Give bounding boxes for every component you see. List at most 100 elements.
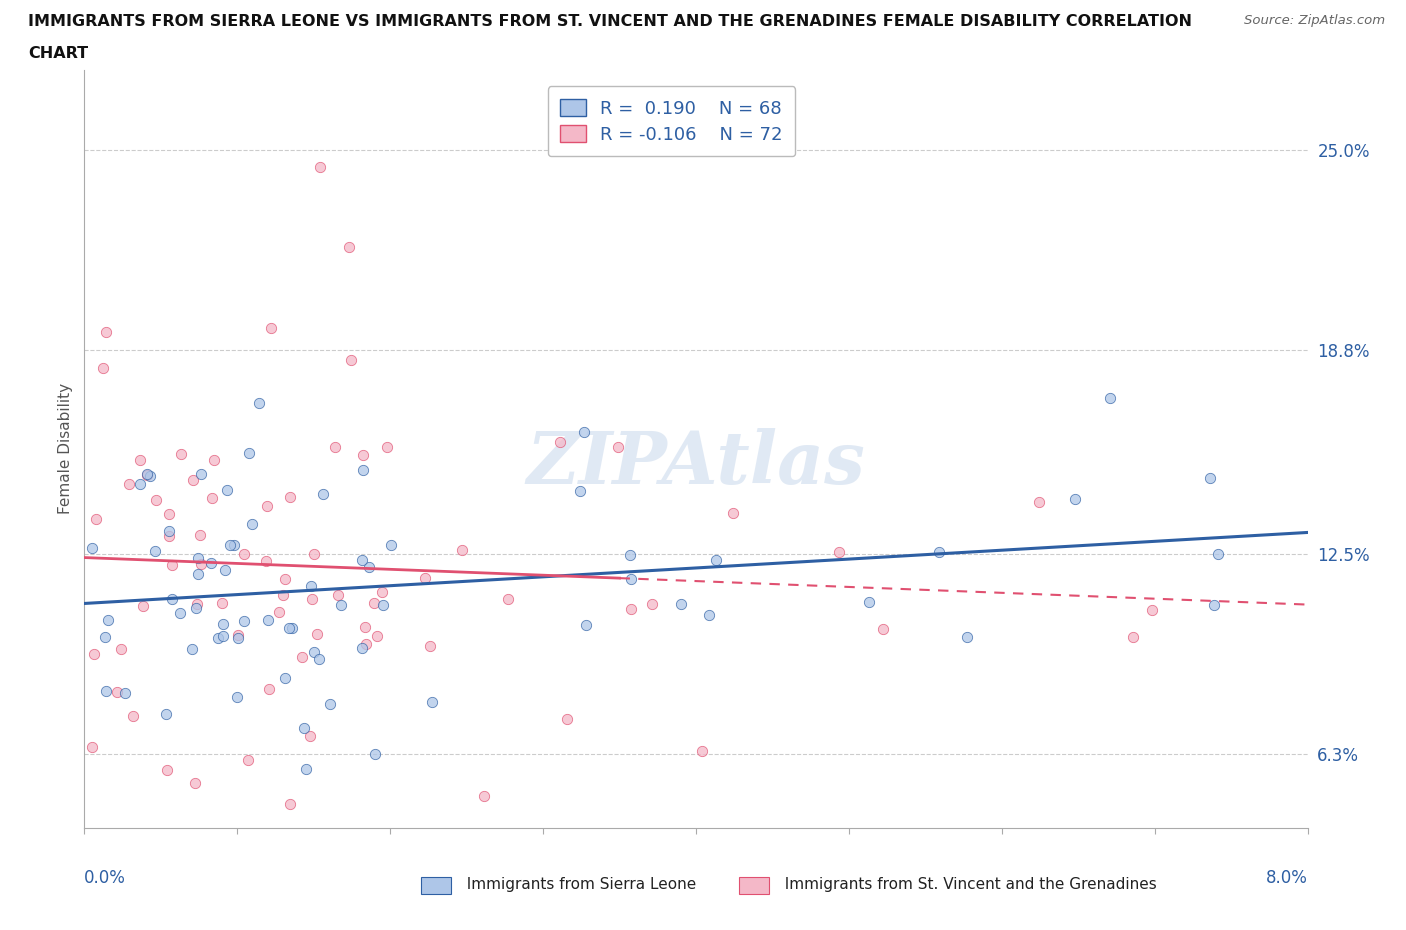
Point xyxy=(337,240,360,255)
Point xyxy=(619,548,641,563)
Point xyxy=(217,483,239,498)
Point xyxy=(122,709,145,724)
Point xyxy=(928,544,950,559)
Point xyxy=(451,542,474,557)
Point xyxy=(555,711,578,726)
Point xyxy=(157,524,180,538)
Point xyxy=(858,594,880,609)
Point xyxy=(97,613,120,628)
Point xyxy=(226,690,249,705)
Point xyxy=(1140,603,1163,618)
Text: Immigrants from Sierra Leone: Immigrants from Sierra Leone xyxy=(457,877,697,892)
Point xyxy=(169,605,191,620)
Y-axis label: Female Disability: Female Disability xyxy=(58,383,73,514)
Point xyxy=(419,639,441,654)
Point xyxy=(128,476,150,491)
Point xyxy=(190,466,212,481)
Text: 8.0%: 8.0% xyxy=(1265,870,1308,887)
Point xyxy=(170,446,193,461)
Text: Source: ZipAtlas.com: Source: ZipAtlas.com xyxy=(1244,14,1385,27)
Point xyxy=(190,557,212,572)
Point xyxy=(548,435,571,450)
Point xyxy=(291,649,314,664)
Point xyxy=(211,596,233,611)
Point xyxy=(422,695,444,710)
Point xyxy=(260,320,283,335)
Point xyxy=(413,570,436,585)
Point xyxy=(200,555,222,570)
Point xyxy=(236,752,259,767)
Point xyxy=(181,642,204,657)
Point xyxy=(257,682,280,697)
Point xyxy=(110,642,132,657)
Point xyxy=(352,448,374,463)
Point xyxy=(363,595,385,610)
Point xyxy=(186,597,208,612)
Point xyxy=(375,439,398,454)
Point xyxy=(304,547,326,562)
Point xyxy=(136,468,159,483)
Point xyxy=(187,566,209,581)
Point xyxy=(294,762,316,777)
Point xyxy=(620,602,643,617)
Point xyxy=(699,607,721,622)
Point xyxy=(136,467,159,482)
Text: Immigrants from St. Vincent and the Grenadines: Immigrants from St. Vincent and the Gren… xyxy=(776,877,1157,892)
Point xyxy=(226,628,249,643)
Point xyxy=(132,599,155,614)
Point xyxy=(219,538,242,552)
Point xyxy=(352,462,374,477)
Point xyxy=(128,453,150,468)
Point xyxy=(298,728,321,743)
Point xyxy=(281,620,304,635)
Point xyxy=(373,597,395,612)
Point xyxy=(350,640,373,655)
Point xyxy=(620,572,643,587)
Point xyxy=(96,684,118,698)
Point xyxy=(80,739,103,754)
Point xyxy=(278,796,301,811)
Text: IMMIGRANTS FROM SIERRA LEONE VS IMMIGRANTS FROM ST. VINCENT AND THE GRENADINES F: IMMIGRANTS FROM SIERRA LEONE VS IMMIGRAN… xyxy=(28,14,1192,29)
FancyBboxPatch shape xyxy=(420,877,451,894)
Point xyxy=(1204,597,1226,612)
Point xyxy=(359,560,381,575)
Point xyxy=(91,361,114,376)
Point xyxy=(257,612,280,627)
Point xyxy=(138,469,160,484)
Point xyxy=(308,652,330,667)
Point xyxy=(188,527,211,542)
Point xyxy=(93,630,115,644)
Point xyxy=(118,477,141,492)
Point xyxy=(278,620,301,635)
Point xyxy=(356,636,378,651)
Point xyxy=(233,614,256,629)
Point xyxy=(301,591,323,606)
Point xyxy=(267,604,290,619)
Point xyxy=(187,551,209,565)
Point xyxy=(607,439,630,454)
Point xyxy=(86,512,108,526)
Point xyxy=(181,472,204,487)
Point xyxy=(183,776,205,790)
Point xyxy=(319,697,342,711)
Point xyxy=(302,644,325,659)
Point xyxy=(145,492,167,507)
Point xyxy=(80,540,103,555)
Point xyxy=(278,489,301,504)
Point xyxy=(299,578,322,593)
Point xyxy=(669,596,692,611)
Text: CHART: CHART xyxy=(28,46,89,61)
Point xyxy=(309,159,332,174)
Point xyxy=(721,506,744,521)
Point xyxy=(1122,630,1144,644)
Point xyxy=(371,585,394,600)
Point xyxy=(692,744,714,759)
FancyBboxPatch shape xyxy=(738,877,769,894)
Point xyxy=(226,631,249,645)
Point xyxy=(307,626,329,641)
Point xyxy=(366,629,388,644)
Point xyxy=(143,544,166,559)
Point xyxy=(641,596,664,611)
Point xyxy=(186,601,208,616)
Point xyxy=(232,547,254,562)
